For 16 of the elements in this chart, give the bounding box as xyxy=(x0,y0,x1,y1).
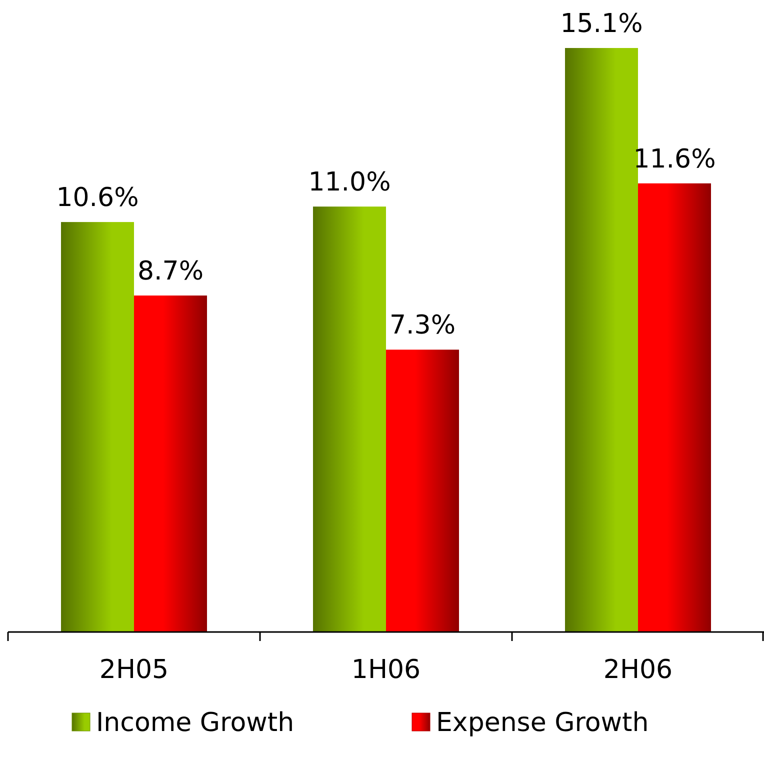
bar xyxy=(638,183,711,632)
data-label: 7.3% xyxy=(389,310,456,341)
data-label: 8.7% xyxy=(137,256,204,287)
bar xyxy=(61,222,134,632)
data-label: 15.1% xyxy=(560,9,643,39)
x-tick-label: 1H06 xyxy=(351,655,421,685)
data-label: 11.0% xyxy=(308,168,391,198)
bar xyxy=(386,350,459,632)
legend-label: Expense Growth xyxy=(436,708,649,738)
x-tick-label: 2H06 xyxy=(603,655,673,685)
bar xyxy=(565,48,638,632)
legend-label: Income Growth xyxy=(96,708,294,738)
bar xyxy=(313,206,386,632)
x-tick-label: 2H05 xyxy=(99,655,169,685)
bar xyxy=(134,296,207,632)
data-label: 10.6% xyxy=(56,183,139,214)
